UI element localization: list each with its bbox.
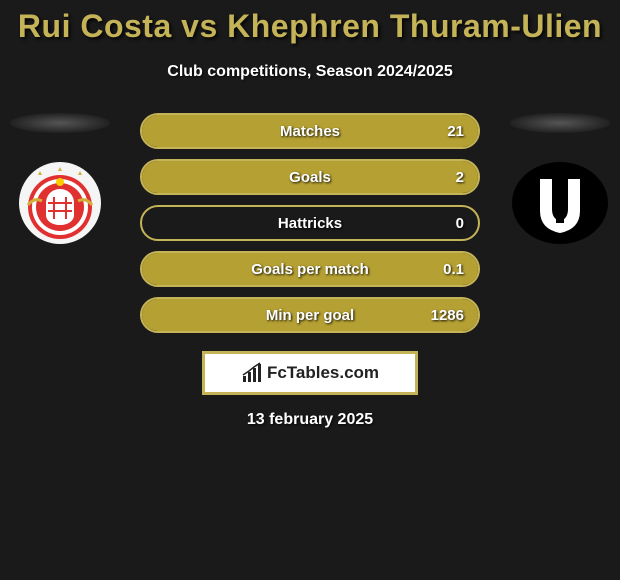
stat-row-goals: Goals 2	[140, 159, 480, 195]
player-right-column	[500, 113, 620, 245]
date-label: 13 february 2025	[0, 411, 620, 429]
shadow-ellipse-right	[510, 113, 610, 133]
chart-icon	[241, 362, 263, 384]
stat-row-mpg: Min per goal 1286	[140, 297, 480, 333]
branding-box: FcTables.com	[202, 351, 418, 395]
stat-value-right: 0.1	[443, 261, 464, 278]
player-left-column	[0, 113, 120, 245]
stat-label: Matches	[280, 123, 340, 140]
juventus-logo-icon	[510, 161, 610, 245]
stat-label: Hattricks	[278, 215, 342, 232]
comparison-body: Matches 21 Goals 2 Hattricks 0	[0, 113, 620, 333]
stat-row-gpm: Goals per match 0.1	[140, 251, 480, 287]
shadow-ellipse-left	[10, 113, 110, 133]
stats-list: Matches 21 Goals 2 Hattricks 0	[140, 113, 480, 333]
stat-value-right: 1286	[431, 307, 464, 324]
subtitle: Club competitions, Season 2024/2025	[0, 63, 620, 81]
comparison-card: Rui Costa vs Khephren Thuram-Ulien Club …	[0, 0, 620, 429]
stat-value-right: 0	[456, 215, 464, 232]
stat-label: Min per goal	[266, 307, 354, 324]
stat-row-matches: Matches 21	[140, 113, 480, 149]
stat-row-hattricks: Hattricks 0	[140, 205, 480, 241]
stat-label: Goals	[289, 169, 331, 186]
stat-value-right: 21	[447, 123, 464, 140]
stat-value-right: 2	[456, 169, 464, 186]
stat-label: Goals per match	[251, 261, 369, 278]
brand-text: FcTables.com	[267, 363, 379, 383]
page-title: Rui Costa vs Khephren Thuram-Ulien	[0, 8, 620, 45]
benfica-logo-icon	[10, 161, 110, 245]
